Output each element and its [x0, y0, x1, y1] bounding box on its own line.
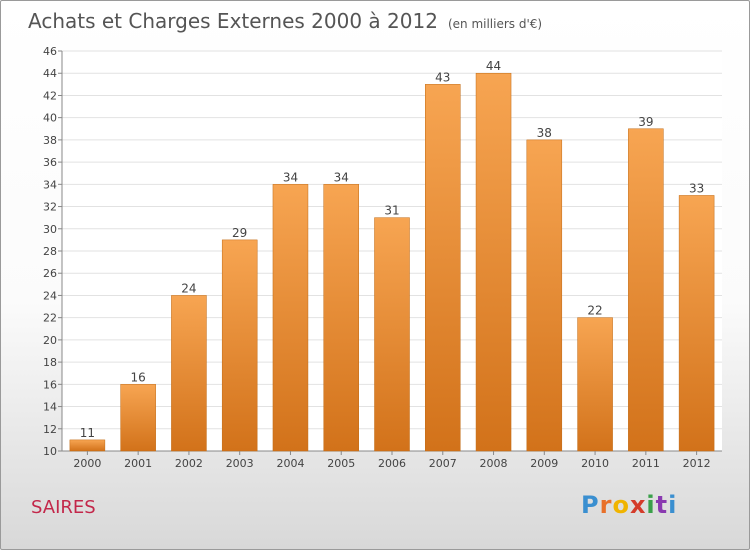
bar [323, 184, 359, 452]
y-tick-label: 22 [43, 312, 57, 325]
y-tick-label: 10 [43, 445, 57, 458]
bar [475, 72, 512, 452]
data-label: 31 [384, 204, 399, 218]
y-tick-label: 42 [43, 89, 57, 102]
y-tick-label: 24 [43, 289, 57, 302]
x-tick-label: 2004 [276, 457, 304, 470]
data-label: 29 [232, 226, 247, 240]
y-tick-label: 44 [43, 67, 57, 80]
x-tick-label: 2001 [124, 457, 152, 470]
data-label: 44 [486, 59, 501, 73]
proxiti-logo: Proxiti [581, 491, 678, 519]
bar [374, 217, 410, 452]
bar [69, 439, 106, 452]
data-label: 22 [587, 304, 602, 318]
y-tick-label: 26 [43, 267, 57, 280]
x-tick-label: 2010 [581, 457, 609, 470]
data-label: 11 [80, 426, 95, 440]
bar [425, 84, 461, 452]
chart-title-text: Achats et Charges Externes 2000 à 2012 [28, 9, 438, 33]
x-tick-label: 2007 [429, 457, 457, 470]
chart-subtitle: (en milliers d'€) [447, 17, 543, 31]
y-tick-label: 34 [43, 178, 57, 191]
bar [120, 384, 156, 452]
chart-title: Achats et Charges Externes 2000 à 2012 (e… [28, 9, 542, 33]
y-tick-label: 28 [43, 245, 57, 258]
x-tick-label: 2003 [226, 457, 254, 470]
place-name: SAIRES [31, 497, 96, 518]
bar [678, 195, 715, 452]
bar [628, 128, 664, 452]
x-tick-label: 2012 [683, 457, 711, 470]
y-tick-label: 30 [43, 223, 57, 236]
y-tick-label: 36 [43, 156, 57, 169]
y-tick-label: 14 [43, 401, 57, 414]
x-tick-label: 2008 [480, 457, 508, 470]
bar [577, 317, 613, 452]
y-tick-label: 16 [43, 378, 57, 391]
y-tick-label: 32 [43, 201, 57, 214]
y-tick-label: 20 [43, 334, 57, 347]
y-tick-label: 12 [43, 423, 57, 436]
y-tick-label: 18 [43, 356, 57, 369]
data-label: 24 [181, 281, 196, 295]
data-label: 38 [537, 126, 552, 140]
y-tick-label: 46 [43, 45, 57, 58]
x-tick-label: 2002 [175, 457, 203, 470]
data-label: 33 [689, 181, 704, 195]
data-label: 39 [638, 115, 653, 129]
data-label: 34 [283, 170, 298, 184]
x-tick-label: 2000 [73, 457, 101, 470]
x-tick-label: 2011 [632, 457, 660, 470]
y-tick-label: 40 [43, 112, 57, 125]
data-label: 16 [131, 370, 146, 384]
bar [171, 295, 207, 452]
y-tick-label: 38 [43, 134, 57, 147]
bar [526, 139, 563, 452]
x-tick-label: 2005 [327, 457, 355, 470]
data-label: 34 [334, 170, 349, 184]
data-label: 43 [435, 70, 450, 84]
bar [221, 239, 258, 452]
bar [272, 184, 309, 452]
x-tick-label: 2006 [378, 457, 406, 470]
x-tick-label: 2009 [530, 457, 558, 470]
